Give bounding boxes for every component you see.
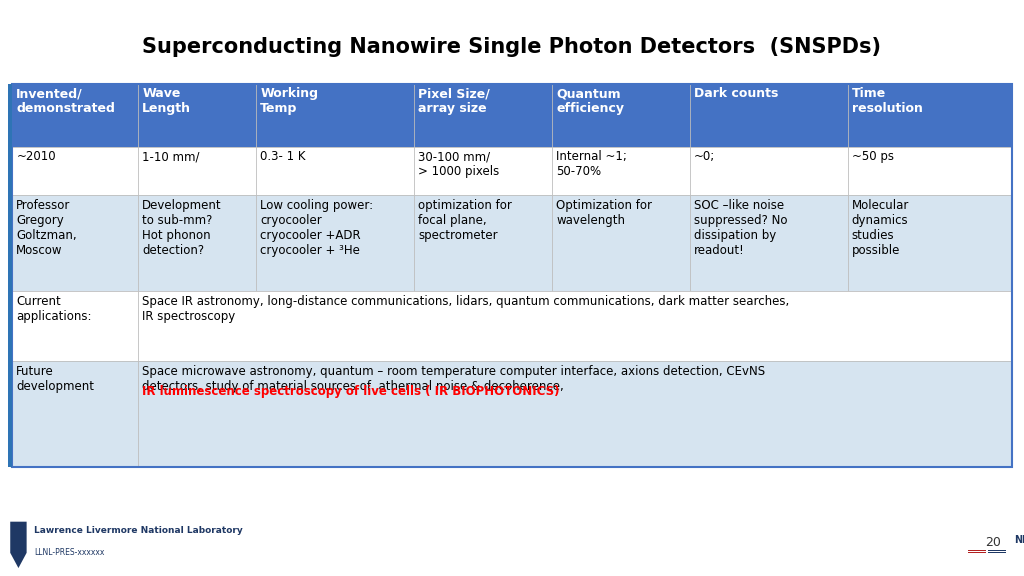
Bar xyxy=(968,552,986,553)
Text: Future
development: Future development xyxy=(16,365,94,393)
Bar xyxy=(12,361,138,467)
Bar xyxy=(12,195,138,291)
Bar xyxy=(552,84,690,146)
Text: Professor
Gregory
Goltzman,
Moscow: Professor Gregory Goltzman, Moscow xyxy=(16,199,77,257)
Text: Internal ~1;
50-70%: Internal ~1; 50-70% xyxy=(556,150,627,178)
Bar xyxy=(552,195,690,291)
Bar xyxy=(414,84,552,146)
Bar xyxy=(256,146,414,195)
Text: Molecular
dynamics
studies
possible: Molecular dynamics studies possible xyxy=(852,199,909,257)
Bar xyxy=(138,84,256,146)
Polygon shape xyxy=(10,522,27,568)
Bar xyxy=(848,84,1012,146)
Bar xyxy=(414,195,552,291)
Bar xyxy=(552,146,690,195)
Bar xyxy=(414,146,552,195)
Text: Potentially breakthrough technology; important to bring to LLNL: Potentially breakthrough technology; imp… xyxy=(199,480,825,499)
Text: NNSA: NNSA xyxy=(1014,535,1024,544)
Text: Quantum
efficiency: Quantum efficiency xyxy=(556,87,624,115)
Bar xyxy=(138,146,256,195)
Text: Time
resolution: Time resolution xyxy=(852,87,923,115)
Bar xyxy=(8,84,12,467)
Bar xyxy=(138,361,1012,467)
Text: Superconducting Nanowire Single Photon Detectors  (SNSPDs): Superconducting Nanowire Single Photon D… xyxy=(142,37,882,57)
Text: Working
Temp: Working Temp xyxy=(260,87,318,115)
Text: LLNL-PRES-xxxxxx: LLNL-PRES-xxxxxx xyxy=(34,548,104,558)
Text: Dark counts: Dark counts xyxy=(694,87,778,100)
Bar xyxy=(138,291,1012,361)
Text: 1-10 mm/: 1-10 mm/ xyxy=(142,150,200,163)
Text: Pixel Size/
array size: Pixel Size/ array size xyxy=(418,87,490,115)
Bar xyxy=(848,195,1012,291)
Text: ~0;: ~0; xyxy=(694,150,715,163)
Text: Space microwave astronomy, quantum – room temperature computer interface, axions: Space microwave astronomy, quantum – roo… xyxy=(142,365,765,393)
Bar xyxy=(968,550,986,551)
Text: ~2010: ~2010 xyxy=(16,150,56,163)
Bar xyxy=(12,146,138,195)
Bar xyxy=(848,146,1012,195)
Text: 20: 20 xyxy=(985,536,1001,550)
Bar xyxy=(256,195,414,291)
Bar xyxy=(12,84,138,146)
Bar xyxy=(988,550,1007,551)
Bar xyxy=(988,552,1007,553)
Text: Invented/
demonstrated: Invented/ demonstrated xyxy=(16,87,116,115)
Bar xyxy=(690,195,848,291)
Bar xyxy=(138,195,256,291)
Text: Current
applications:: Current applications: xyxy=(16,295,92,323)
Text: Lawrence Livermore National Laboratory: Lawrence Livermore National Laboratory xyxy=(34,526,243,536)
Text: SOC –like noise
suppressed? No
dissipation by
readout!: SOC –like noise suppressed? No dissipati… xyxy=(694,199,787,257)
Text: Wave
Length: Wave Length xyxy=(142,87,191,115)
Text: Space IR astronomy, long-distance communications, lidars, quantum communications: Space IR astronomy, long-distance commun… xyxy=(142,295,790,323)
Bar xyxy=(690,146,848,195)
Bar xyxy=(12,291,138,361)
Text: Low cooling power:
cryocooler
cryocooler +ADR
cryocooler + ³He: Low cooling power: cryocooler cryocooler… xyxy=(260,199,374,257)
Text: 30-100 mm/
> 1000 pixels: 30-100 mm/ > 1000 pixels xyxy=(418,150,500,178)
Text: 0.3- 1 K: 0.3- 1 K xyxy=(260,150,306,163)
Bar xyxy=(690,84,848,146)
Text: Optimization for
wavelength: Optimization for wavelength xyxy=(556,199,652,227)
Bar xyxy=(256,84,414,146)
Text: IR luminescence spectroscopy of live cells ( IR BIOPHOTONICS): IR luminescence spectroscopy of live cel… xyxy=(142,385,560,398)
Text: optimization for
focal plane,
spectrometer: optimization for focal plane, spectromet… xyxy=(418,199,512,242)
Text: ~50 ps: ~50 ps xyxy=(852,150,894,163)
Text: Development
to sub-mm?
Hot phonon
detection?: Development to sub-mm? Hot phonon detect… xyxy=(142,199,222,257)
